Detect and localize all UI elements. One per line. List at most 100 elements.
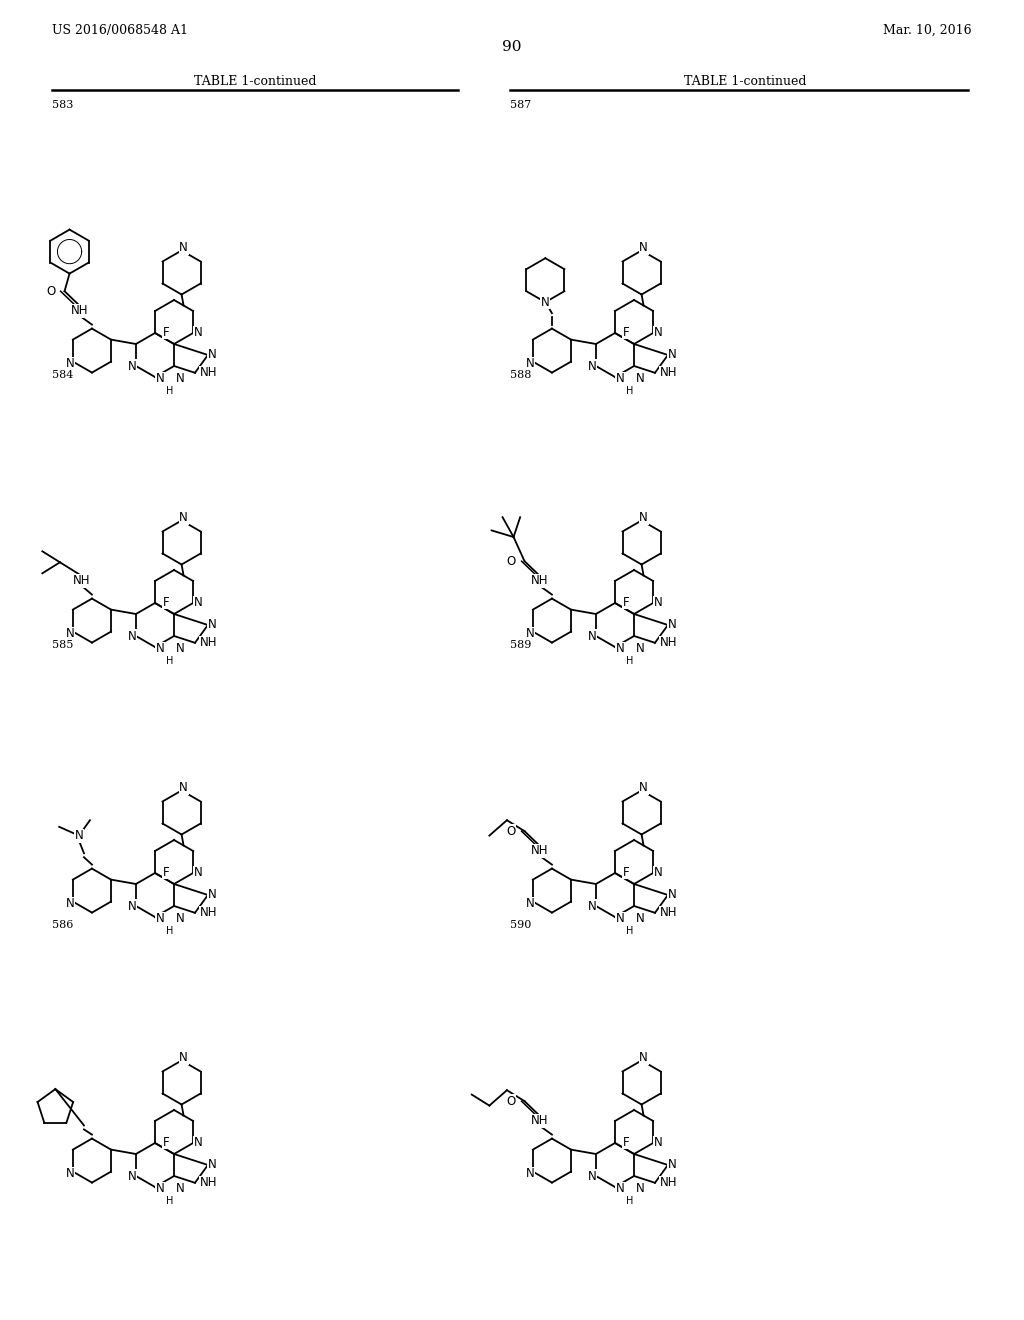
Text: N: N — [194, 866, 203, 879]
Text: N: N — [636, 912, 644, 925]
Text: N: N — [194, 1137, 203, 1150]
Text: N: N — [636, 643, 644, 656]
Text: N: N — [525, 627, 535, 640]
Text: N: N — [194, 597, 203, 610]
Text: N: N — [208, 348, 216, 362]
Text: N: N — [176, 1183, 184, 1196]
Text: N: N — [653, 326, 663, 339]
Text: H: H — [627, 927, 634, 936]
Text: N: N — [639, 781, 648, 795]
Text: 586: 586 — [52, 920, 74, 931]
Text: H: H — [166, 1196, 174, 1206]
Text: F: F — [163, 595, 169, 609]
Text: N: N — [668, 1159, 676, 1172]
Text: NH: NH — [531, 845, 549, 858]
Text: N: N — [653, 1137, 663, 1150]
Text: O: O — [506, 1094, 515, 1107]
Text: NH: NH — [73, 574, 91, 587]
Text: F: F — [163, 866, 169, 879]
Text: 584: 584 — [52, 370, 74, 380]
Text: N: N — [156, 643, 165, 656]
Text: NH: NH — [531, 1114, 549, 1127]
Text: H: H — [166, 385, 174, 396]
Text: N: N — [66, 1167, 75, 1180]
Text: N: N — [176, 643, 184, 656]
Text: F: F — [163, 326, 169, 338]
Text: N: N — [636, 1183, 644, 1196]
Text: H: H — [627, 1196, 634, 1206]
Text: H: H — [166, 927, 174, 936]
Text: N: N — [525, 1167, 535, 1180]
Text: N: N — [639, 1051, 648, 1064]
Text: F: F — [623, 1135, 630, 1148]
Text: N: N — [541, 296, 550, 309]
Text: N: N — [525, 898, 535, 909]
Text: H: H — [627, 385, 634, 396]
Text: NH: NH — [200, 1176, 217, 1189]
Text: 587: 587 — [510, 100, 531, 110]
Text: N: N — [208, 888, 216, 902]
Text: N: N — [179, 781, 188, 795]
Text: NH: NH — [200, 636, 217, 649]
Text: NH: NH — [660, 907, 678, 919]
Text: N: N — [615, 372, 625, 385]
Text: N: N — [179, 242, 188, 253]
Text: N: N — [588, 630, 596, 643]
Text: NH: NH — [531, 574, 549, 587]
Text: F: F — [623, 595, 630, 609]
Text: NH: NH — [200, 366, 217, 379]
Text: N: N — [66, 627, 75, 640]
Text: 585: 585 — [52, 640, 74, 649]
Text: N: N — [128, 359, 136, 372]
Text: US 2016/0068548 A1: US 2016/0068548 A1 — [52, 24, 188, 37]
Text: 589: 589 — [510, 640, 531, 649]
Text: N: N — [525, 358, 535, 370]
Text: TABLE 1-continued: TABLE 1-continued — [194, 75, 316, 88]
Text: F: F — [163, 1135, 169, 1148]
Text: N: N — [615, 643, 625, 656]
Text: F: F — [623, 326, 630, 338]
Text: N: N — [668, 348, 676, 362]
Text: H: H — [627, 656, 634, 667]
Text: N: N — [128, 1170, 136, 1183]
Text: N: N — [156, 1183, 165, 1196]
Text: N: N — [176, 372, 184, 385]
Text: N: N — [176, 912, 184, 925]
Text: N: N — [588, 359, 596, 372]
Text: NH: NH — [660, 636, 678, 649]
Text: TABLE 1-continued: TABLE 1-continued — [684, 75, 806, 88]
Text: N: N — [156, 912, 165, 925]
Text: 590: 590 — [510, 920, 531, 931]
Text: N: N — [179, 511, 188, 524]
Text: N: N — [208, 619, 216, 631]
Text: O: O — [46, 285, 55, 298]
Text: O: O — [506, 825, 515, 838]
Text: 588: 588 — [510, 370, 531, 380]
Text: N: N — [668, 619, 676, 631]
Text: H: H — [166, 656, 174, 667]
Text: N: N — [615, 1183, 625, 1196]
Text: N: N — [588, 899, 596, 912]
Text: NH: NH — [660, 366, 678, 379]
Text: Mar. 10, 2016: Mar. 10, 2016 — [884, 24, 972, 37]
Text: N: N — [66, 898, 75, 909]
Text: N: N — [194, 326, 203, 339]
Text: N: N — [179, 1051, 188, 1064]
Text: N: N — [653, 866, 663, 879]
Text: N: N — [588, 1170, 596, 1183]
Text: N: N — [208, 1159, 216, 1172]
Text: N: N — [156, 372, 165, 385]
Text: N: N — [653, 597, 663, 610]
Text: NH: NH — [72, 305, 89, 318]
Text: NH: NH — [660, 1176, 678, 1189]
Text: N: N — [75, 829, 83, 842]
Text: N: N — [66, 358, 75, 370]
Text: O: O — [506, 554, 515, 568]
Text: N: N — [668, 888, 676, 902]
Text: N: N — [128, 630, 136, 643]
Text: N: N — [636, 372, 644, 385]
Text: NH: NH — [200, 907, 217, 919]
Text: N: N — [128, 899, 136, 912]
Text: N: N — [639, 242, 648, 253]
Text: 583: 583 — [52, 100, 74, 110]
